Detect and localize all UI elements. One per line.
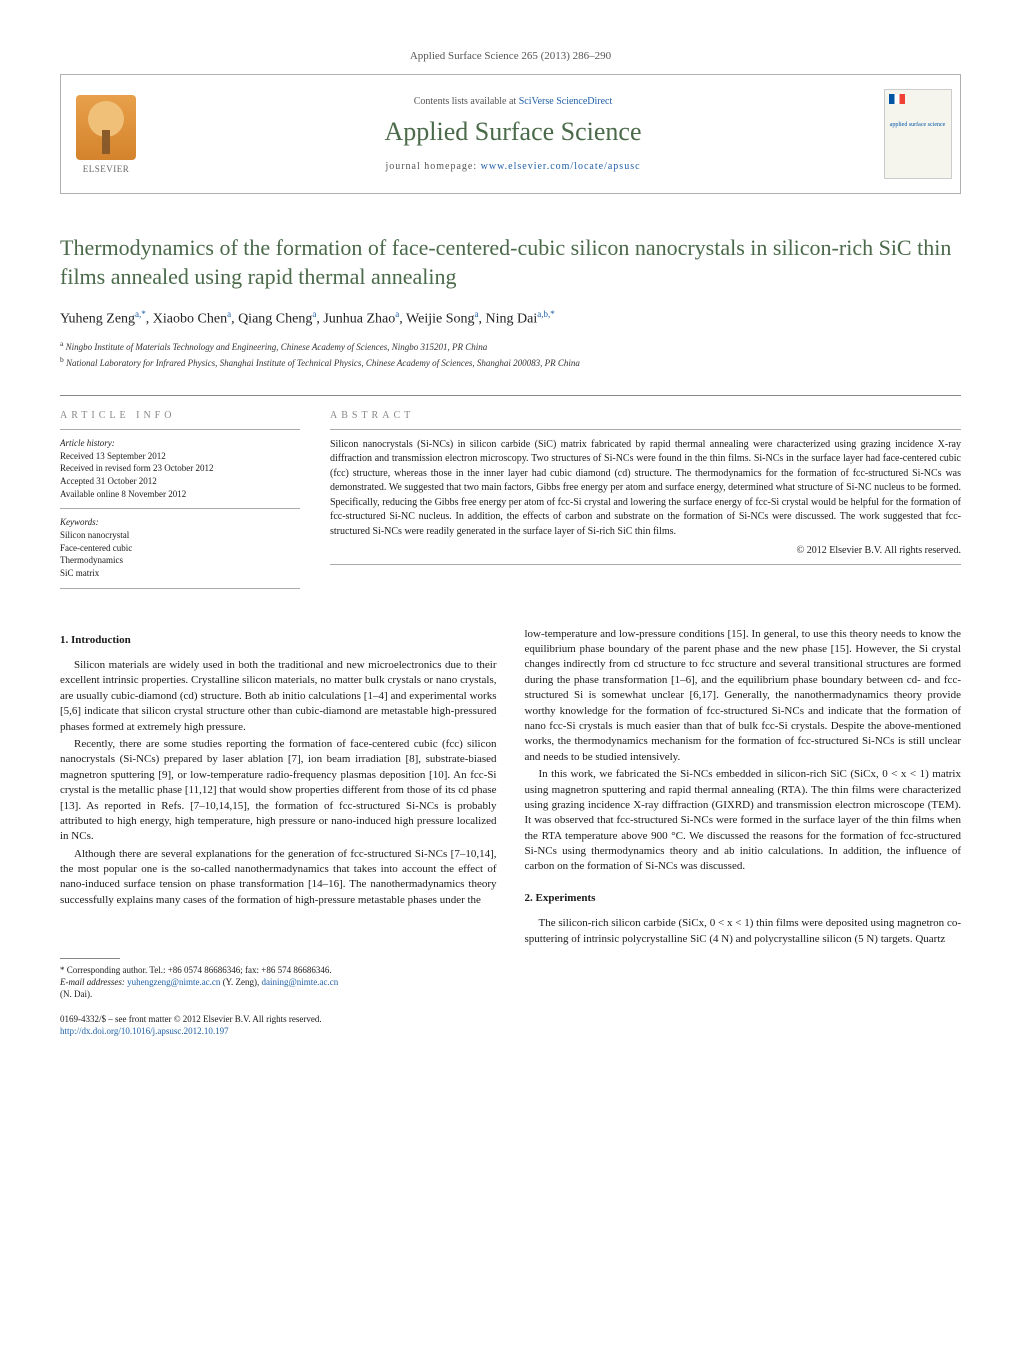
keyword-1: Silicon nanocrystal: [60, 529, 300, 542]
history-label: Article history:: [60, 438, 300, 448]
history-received: Received 13 September 2012: [60, 450, 300, 463]
intro-heading: 1. Introduction: [60, 633, 497, 648]
experiments-heading: 2. Experiments: [525, 891, 962, 906]
journal-homepage-line: journal homepage: www.elsevier.com/locat…: [385, 161, 640, 172]
doi-link[interactable]: http://dx.doi.org/10.1016/j.apsusc.2012.…: [60, 1026, 229, 1036]
corresponding-author: * Corresponding author. Tel.: +86 0574 8…: [60, 965, 497, 977]
authors-line: Yuheng Zenga,*, Xiaobo Chena, Qiang Chen…: [60, 309, 961, 328]
page: Applied Surface Science 265 (2013) 286–2…: [0, 0, 1021, 1078]
journal-cover: applied surface science: [875, 75, 960, 193]
abstract-heading: ABSTRACT: [330, 410, 961, 421]
intro-p5: In this work, we fabricated the Si-NCs e…: [525, 767, 962, 875]
article-info-left: ARTICLE INFO Article history: Received 1…: [60, 410, 300, 597]
bottom-meta: 0169-4332/$ – see front matter © 2012 El…: [60, 1014, 497, 1037]
elsevier-tree-icon: [76, 95, 136, 160]
article-title: Thermodynamics of the formation of face-…: [60, 234, 961, 291]
email-1-name: (Y. Zeng),: [220, 977, 261, 987]
keywords-label: Keywords:: [60, 517, 300, 527]
elsevier-label: ELSEVIER: [83, 164, 130, 174]
divider: [60, 395, 961, 396]
email-line: E-mail addresses: yuhengzeng@nimte.ac.cn…: [60, 977, 497, 989]
keyword-3: Thermodynamics: [60, 554, 300, 567]
intro-p4: low-temperature and low-pressure conditi…: [525, 627, 962, 766]
homepage-prefix: journal homepage:: [385, 161, 480, 172]
history-accepted: Accepted 31 October 2012: [60, 475, 300, 488]
affiliation-a: Ningbo Institute of Materials Technology…: [66, 342, 488, 352]
cover-label: applied surface science: [890, 122, 946, 129]
body-columns: 1. Introduction Silicon materials are wi…: [60, 627, 961, 1038]
left-column: 1. Introduction Silicon materials are wi…: [60, 627, 497, 1038]
email-label: E-mail addresses:: [60, 977, 127, 987]
cover-thumbnail: applied surface science: [884, 89, 952, 179]
sciencedirect-link[interactable]: SciVerse ScienceDirect: [519, 96, 613, 107]
journal-header: ELSEVIER Contents lists available at Sci…: [60, 74, 961, 194]
affiliation-b: National Laboratory for Infrared Physics…: [66, 358, 580, 368]
right-column: low-temperature and low-pressure conditi…: [525, 627, 962, 1038]
keyword-2: Face-centered cubic: [60, 542, 300, 555]
contents-prefix: Contents lists available at: [414, 96, 519, 107]
elsevier-logo: ELSEVIER: [61, 75, 151, 193]
email-1-link[interactable]: yuhengzeng@nimte.ac.cn: [127, 977, 220, 987]
history-revised: Received in revised form 23 October 2012: [60, 462, 300, 475]
email-2-name: (N. Dai).: [60, 989, 497, 1001]
article-info-row: ARTICLE INFO Article history: Received 1…: [60, 410, 961, 597]
journal-title: Applied Surface Science: [384, 117, 641, 147]
header-center: Contents lists available at SciVerse Sci…: [151, 75, 875, 193]
keyword-4: SiC matrix: [60, 567, 300, 580]
intro-p1: Silicon materials are widely used in bot…: [60, 658, 497, 735]
article-info-heading: ARTICLE INFO: [60, 410, 300, 421]
abstract-block: ABSTRACT Silicon nanocrystals (Si-NCs) i…: [330, 410, 961, 597]
footnotes: * Corresponding author. Tel.: +86 0574 8…: [60, 965, 497, 1000]
footnote-divider: [60, 958, 120, 959]
abstract-text: Silicon nanocrystals (Si-NCs) in silicon…: [330, 438, 961, 540]
email-2-link[interactable]: daining@nimte.ac.cn: [262, 977, 339, 987]
history-online: Available online 8 November 2012: [60, 488, 300, 501]
copyright-line: © 2012 Elsevier B.V. All rights reserved…: [330, 545, 961, 556]
intro-p2: Recently, there are some studies reporti…: [60, 737, 497, 845]
flag-icon: [889, 94, 905, 104]
contents-available-line: Contents lists available at SciVerse Sci…: [414, 96, 613, 107]
affiliations: a Ningbo Institute of Materials Technolo…: [60, 338, 961, 371]
exp-p1: The silicon-rich silicon carbide (SiCx, …: [525, 916, 962, 947]
journal-homepage-link[interactable]: www.elsevier.com/locate/apsusc: [481, 161, 641, 172]
front-matter-line: 0169-4332/$ – see front matter © 2012 El…: [60, 1014, 497, 1026]
journal-reference: Applied Surface Science 265 (2013) 286–2…: [60, 50, 961, 62]
intro-p3: Although there are several explanations …: [60, 847, 497, 909]
